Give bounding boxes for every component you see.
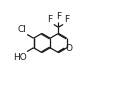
Text: F: F <box>56 12 61 21</box>
Text: Cl: Cl <box>18 25 26 34</box>
Text: F: F <box>47 15 53 24</box>
Text: F: F <box>64 15 69 24</box>
Text: HO: HO <box>13 53 26 61</box>
Text: O: O <box>66 44 73 53</box>
